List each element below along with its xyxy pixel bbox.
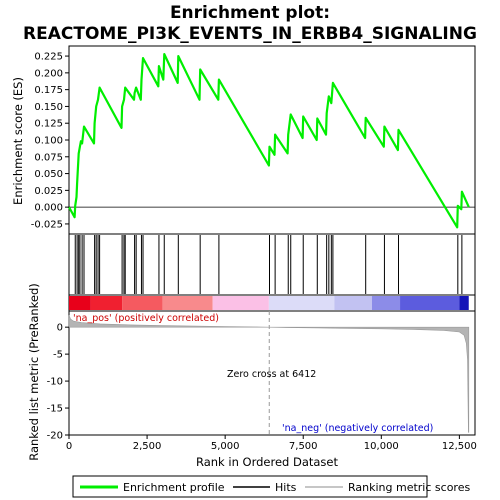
enrichment-profile-line: [68, 52, 470, 229]
pos-correlated-label: 'na_pos' (positively correlated): [73, 313, 219, 324]
x-axis-label: Rank in Ordered Dataset: [196, 455, 339, 469]
axes-layer: -0.025 0.000 0.025 0.050 0.075 0.100 0.125 0.15…: [31, 52, 477, 452]
metric-y-tick-label: -5: [53, 350, 63, 361]
x-tick-label: 7,500: [289, 441, 318, 452]
band-segment: [459, 296, 469, 310]
x-tick-label: 5,000: [211, 441, 240, 452]
band-layer: [69, 296, 469, 310]
es-y-tick-label: 0.125: [34, 119, 63, 130]
band-segment: [122, 296, 163, 310]
es-layer: [68, 52, 475, 229]
es-y-axis-label: Enrichment score (ES): [11, 77, 25, 205]
es-panel: [68, 45, 476, 235]
ranking-metric-area: [68, 315, 470, 433]
es-y-tick-label: 0.075: [34, 152, 63, 163]
band-segment: [400, 296, 460, 310]
metric-layer: [68, 311, 470, 435]
legend-hits-label: Hits: [275, 481, 297, 494]
es-y-tick-label: 0.025: [34, 186, 63, 197]
es-y-tick-label: 0.225: [34, 52, 63, 63]
es-y-tick-label: 0.000: [34, 203, 63, 214]
metric-y-tick-label: -10: [47, 377, 63, 388]
metric-y-tick-label: -20: [47, 431, 63, 442]
x-tick-label: 12,500: [442, 441, 477, 452]
band-segment: [90, 296, 123, 310]
es-y-tick-label: 0.175: [34, 85, 63, 96]
x-tick-label: 10,000: [364, 441, 399, 452]
chart-title-line1: Enrichment plot:: [170, 3, 330, 23]
x-tick-label: 0: [66, 441, 72, 452]
es-y-tick-label: 0.200: [34, 68, 63, 79]
band-segment: [212, 296, 269, 310]
legend-enrichment-label: Enrichment profile: [123, 481, 225, 494]
es-y-tick-label: -0.025: [31, 219, 63, 230]
band-segment: [162, 296, 213, 310]
band-segment: [334, 296, 372, 310]
chart-title-line2: REACTOME_PI3K_EVENTS_IN_ERBB4_SIGNALING: [23, 24, 477, 44]
legend-metric-label: Ranking metric scores: [348, 481, 470, 494]
hits-panel: [68, 233, 476, 296]
band-segment: [371, 296, 401, 310]
es-y-tick-label: 0.100: [34, 136, 63, 147]
hits-layer: [74, 235, 463, 294]
metric-y-tick-label: -15: [47, 404, 63, 415]
zero-cross-label: Zero cross at 6412: [227, 369, 316, 380]
band-segment: [69, 296, 91, 310]
band-segment: [268, 296, 335, 310]
metric-panel: [68, 310, 476, 436]
es-y-tick-label: 0.150: [34, 102, 63, 113]
metric-y-axis-label: Ranked list metric (PreRanked): [27, 283, 41, 461]
es-y-tick-label: 0.050: [34, 169, 63, 180]
neg-correlated-label: 'na_neg' (negatively correlated): [282, 423, 433, 434]
metric-y-tick-label: 0: [57, 323, 63, 334]
x-tick-label: 2,500: [133, 441, 162, 452]
